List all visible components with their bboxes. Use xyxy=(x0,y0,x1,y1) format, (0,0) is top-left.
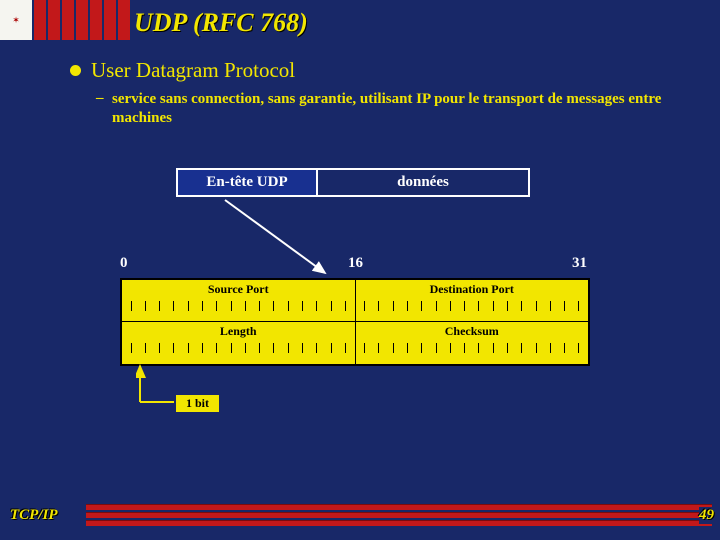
logo-strip: ✶ xyxy=(0,0,130,40)
tick-row xyxy=(356,297,589,311)
packet-box: En-tête UDP données xyxy=(176,168,530,197)
packet-header-cell: En-tête UDP xyxy=(178,170,318,195)
packet-data-cell: données xyxy=(318,170,528,195)
table-row: Length Checksum xyxy=(122,322,588,364)
arrow-icon xyxy=(220,195,340,280)
slide-title: UDP (RFC 768) xyxy=(134,8,308,38)
page-number: 49 xyxy=(699,507,720,524)
field-dest-port: Destination Port xyxy=(356,280,589,321)
footer-bars xyxy=(86,502,712,526)
bit-16: 16 xyxy=(348,255,363,272)
field-checksum: Checksum xyxy=(356,322,589,364)
bullet-line: User Datagram Protocol xyxy=(70,58,295,83)
bullet-icon xyxy=(70,65,81,76)
footer: TCP/IP 49 xyxy=(0,496,720,526)
dash-icon: – xyxy=(96,90,104,107)
red-blocks xyxy=(34,0,130,40)
logo-icon: ✶ xyxy=(0,0,32,40)
field-source-port: Source Port xyxy=(122,280,356,321)
udp-header-table: Source Port Destination Port Length Chec… xyxy=(120,278,590,366)
bit-0: 0 xyxy=(120,255,128,272)
tick-row xyxy=(122,297,355,311)
bit-label: 1 bit xyxy=(176,395,219,412)
bullet-text: User Datagram Protocol xyxy=(91,58,295,83)
tick-row xyxy=(122,339,355,353)
tick-row xyxy=(356,339,589,353)
footer-left: TCP/IP xyxy=(10,507,58,524)
sub-bullet-text: service sans connection, sans garantie, … xyxy=(112,90,672,128)
table-row: Source Port Destination Port xyxy=(122,280,588,322)
field-length: Length xyxy=(122,322,356,364)
bit-31: 31 xyxy=(572,255,587,272)
